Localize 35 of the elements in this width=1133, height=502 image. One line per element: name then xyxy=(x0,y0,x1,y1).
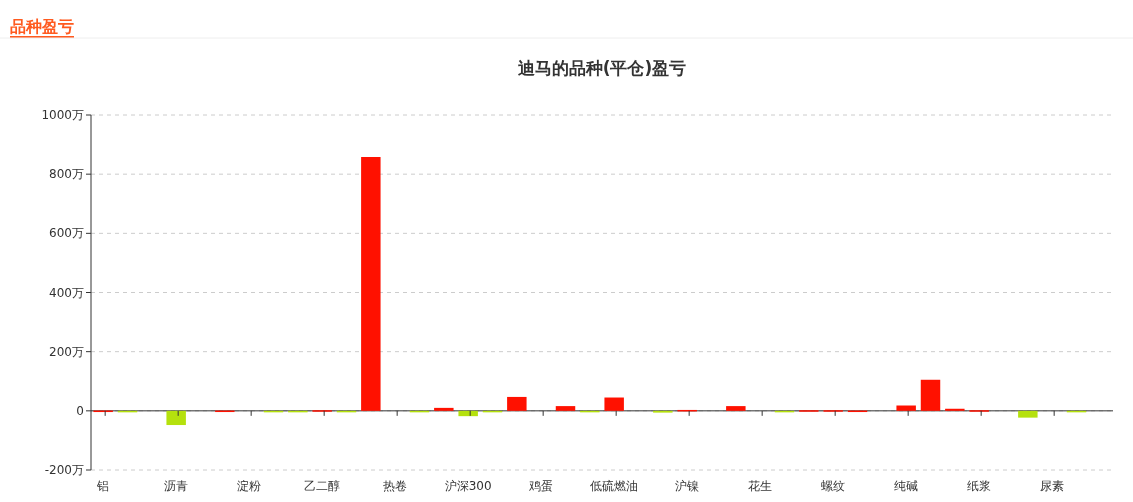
y-tick-label: 600万 xyxy=(49,226,84,241)
x-tick-label: 热卷 xyxy=(383,479,408,493)
bar xyxy=(361,157,381,411)
bar xyxy=(458,410,478,417)
bar xyxy=(1018,410,1038,418)
bar xyxy=(920,379,941,411)
bar xyxy=(896,405,916,411)
y-tick-label: 400万 xyxy=(49,285,84,300)
y-tick-label: 1000万 xyxy=(41,108,84,122)
x-tick-label: 纯碱 xyxy=(894,479,919,493)
x-tick-label: 乙二醇 xyxy=(304,479,341,493)
bar xyxy=(945,408,965,411)
bar xyxy=(726,406,746,411)
x-tick-label: 尿素 xyxy=(1040,479,1065,493)
x-tick-label: 沪深300 xyxy=(444,479,492,493)
x-tick-label: 沪镍 xyxy=(675,479,700,493)
x-tick-label: 螺纹 xyxy=(821,479,846,493)
bar xyxy=(507,396,527,411)
bar xyxy=(434,407,454,411)
y-tick-label: 0 xyxy=(76,403,84,418)
y-tick-label: 200万 xyxy=(49,344,84,359)
x-tick-label: 低硫燃油 xyxy=(590,479,639,493)
x-tick-label: 铝 xyxy=(96,479,110,493)
y-tick-label: -200万 xyxy=(44,463,84,477)
x-tick-label: 纸浆 xyxy=(967,479,992,493)
x-tick-label: 沥青 xyxy=(164,479,189,493)
chart-title: 迪马的品种(平仓)盈亏 xyxy=(516,58,687,78)
text: 品种盈亏 xyxy=(10,17,74,36)
bar xyxy=(555,406,576,411)
x-tick-label: 花生 xyxy=(748,479,773,493)
y-tick-label: 800万 xyxy=(49,167,84,182)
bar xyxy=(604,397,624,411)
x-tick-label: 鸡蛋 xyxy=(528,479,554,493)
bar xyxy=(166,410,186,426)
x-tick-label: 淀粉 xyxy=(237,479,262,493)
